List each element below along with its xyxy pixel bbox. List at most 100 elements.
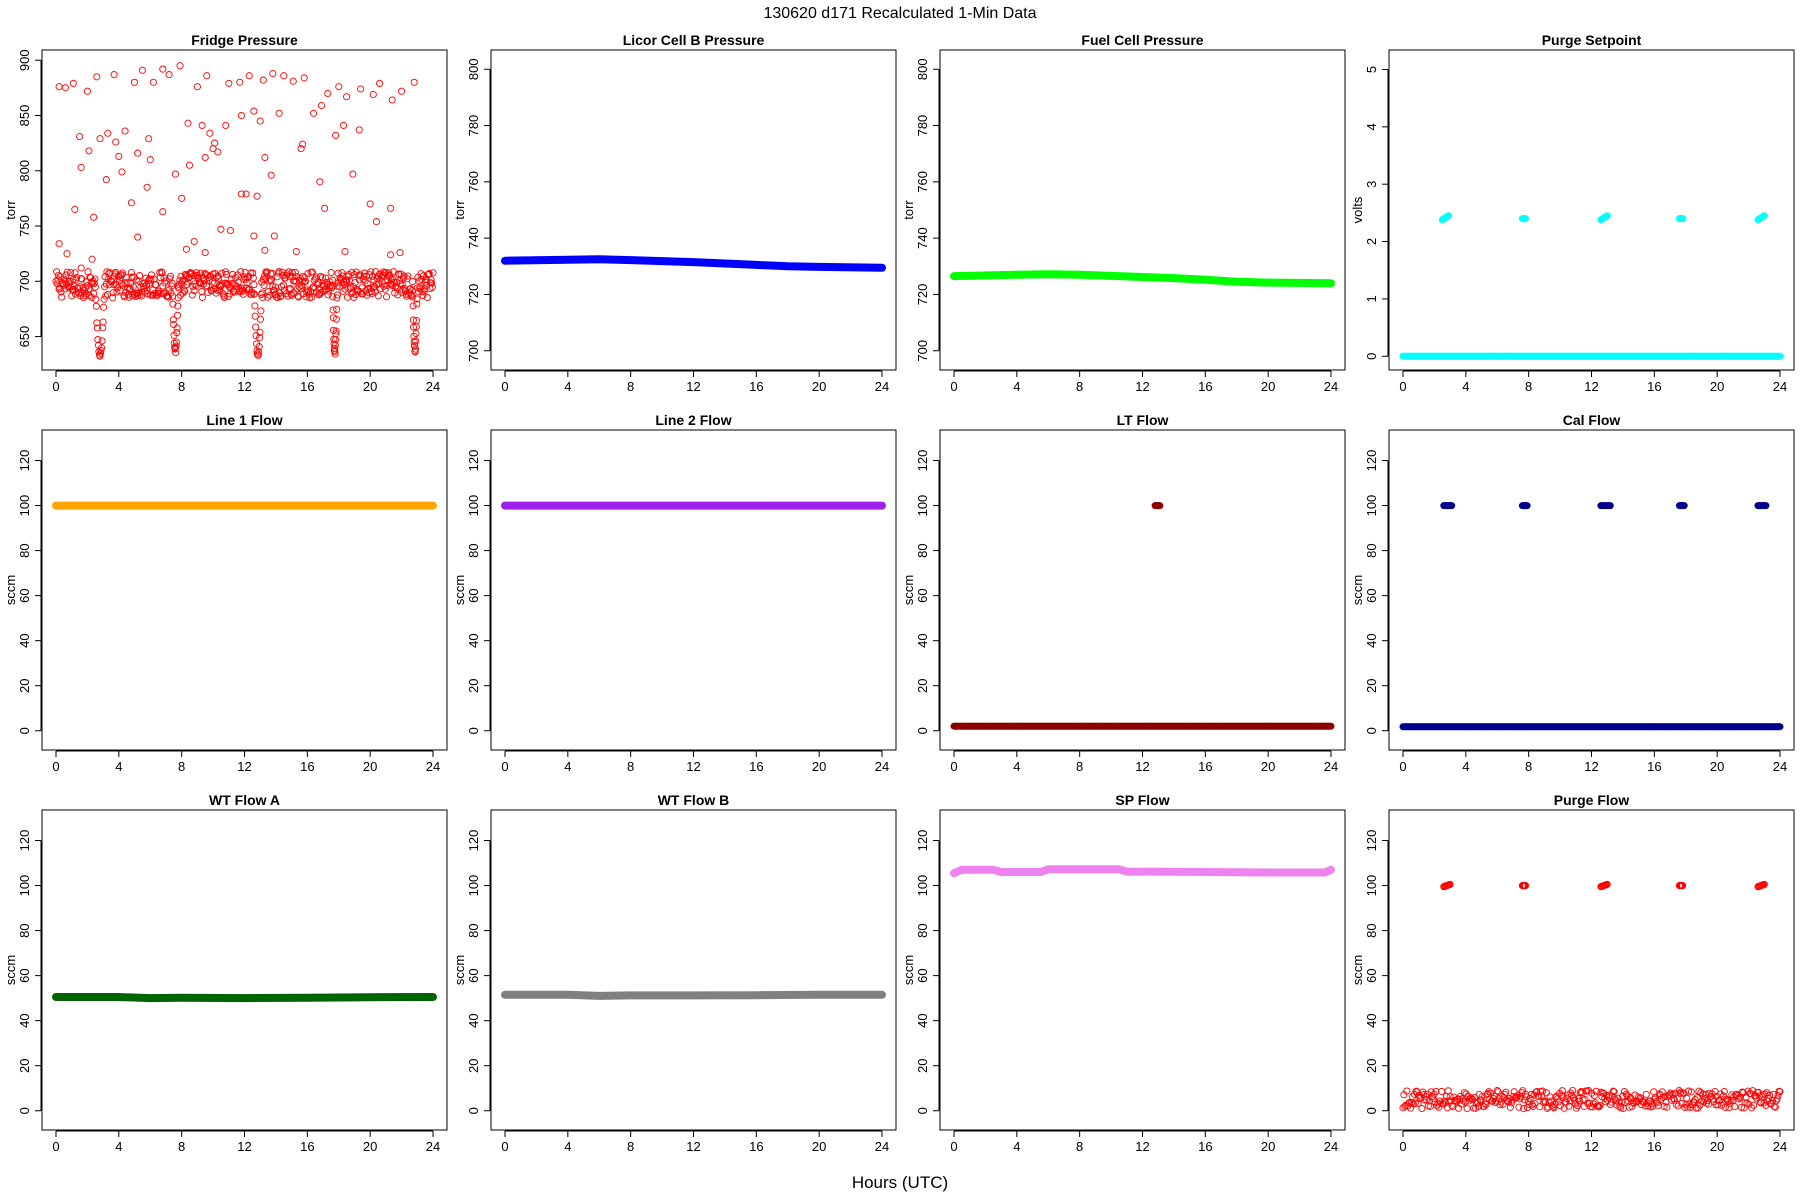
outlier-point (184, 119, 192, 127)
data-point (1533, 1087, 1541, 1096)
data-point (1769, 1090, 1777, 1099)
data-point (1750, 1101, 1758, 1109)
cluster-point (1603, 880, 1611, 888)
data-point (1642, 1090, 1650, 1098)
data-point (1614, 1094, 1622, 1102)
outlier-point (190, 237, 198, 246)
data-point (282, 271, 290, 279)
data-point (418, 276, 426, 284)
data-point (76, 283, 84, 291)
figure-title: 130620 d171 Recalculated 1-Min Data (763, 5, 1036, 22)
x-tick-label: 24 (1324, 1139, 1338, 1154)
data-point (58, 293, 66, 301)
panel-title: Fridge Pressure (191, 32, 298, 48)
data-point (1774, 1091, 1782, 1099)
y-tick-label: 760 (466, 171, 481, 193)
x-tick-label: 4 (564, 379, 571, 394)
data-point (88, 293, 96, 301)
data-point (294, 293, 303, 301)
outlier-point (317, 101, 326, 110)
dip-point (255, 343, 263, 351)
dip-point (100, 303, 108, 311)
dip-point (411, 345, 420, 353)
y-tick-label: 800 (466, 58, 481, 80)
outlier-point (410, 78, 418, 86)
x-tick-label: 12 (237, 759, 251, 774)
dip-point (333, 294, 341, 302)
dip-point (99, 318, 107, 326)
panel-title: WT Flow B (658, 792, 730, 808)
outlier-point (321, 204, 329, 212)
outlier-point (275, 109, 283, 117)
data-point (1691, 1096, 1699, 1104)
y-tick-label: 700 (915, 340, 930, 362)
y-tick-label: 40 (915, 633, 930, 647)
data-point (324, 291, 332, 299)
x-tick-label: 24 (1773, 759, 1787, 774)
data-point (91, 275, 99, 283)
data-point (283, 270, 291, 278)
data-point (404, 272, 412, 280)
data-point (1565, 1102, 1573, 1110)
data-point (1502, 1088, 1510, 1096)
outlier-point (369, 90, 377, 99)
data-point (1506, 1103, 1514, 1111)
data-point (158, 268, 166, 276)
panel-wt-flow-a: WT Flow A sccm 0 4 8 12 16 20 24 0 20 40 60 80 100 120 (3, 792, 448, 1154)
x-tick-label: 4 (1013, 1139, 1020, 1154)
outlier-point (127, 199, 135, 207)
data-point (1687, 1088, 1695, 1096)
dip-point (412, 329, 420, 338)
data-point (322, 274, 330, 282)
x-tick-label: 8 (1076, 1139, 1083, 1154)
x-tick-label: 4 (564, 759, 571, 774)
data-point (276, 293, 284, 301)
data-point (1619, 1092, 1627, 1100)
data-point (1463, 1104, 1471, 1113)
x-tick-label: 0 (950, 379, 957, 394)
outlier-point (217, 225, 225, 233)
data-point (423, 293, 431, 302)
x-tick-label: 4 (1013, 379, 1020, 394)
x-tick-label: 12 (1584, 379, 1598, 394)
plot-area (950, 865, 1335, 878)
data-point (304, 270, 312, 278)
dip-point (332, 327, 340, 335)
outlier-point (270, 232, 278, 240)
cluster-point (1679, 882, 1687, 890)
data-point (1626, 1093, 1634, 1101)
y-tick-label: 40 (1364, 633, 1379, 647)
y-tick-label: 120 (1364, 830, 1379, 852)
outlier-point (85, 147, 93, 155)
data-point (1660, 1102, 1668, 1110)
outlier-point (182, 245, 190, 253)
data-point (71, 269, 79, 277)
outlier-point (171, 170, 179, 178)
data-point (1760, 1099, 1768, 1107)
outlier-point (259, 76, 267, 84)
dip-point (253, 347, 261, 355)
y-tick-label: 740 (915, 227, 930, 249)
data-point (1411, 1099, 1419, 1107)
outlier-point (292, 247, 300, 256)
data-point (333, 291, 342, 299)
x-tick-label: 24 (875, 1139, 889, 1154)
outlier-point (104, 129, 112, 137)
outlier-point (396, 249, 404, 257)
data-point (1452, 1097, 1460, 1105)
dip-point (332, 315, 340, 323)
outlier-point (300, 74, 308, 82)
x-tick-label: 12 (686, 1139, 700, 1154)
y-axis-label: sccm (1350, 575, 1365, 605)
outlier-point (159, 208, 167, 216)
dip-point (250, 281, 258, 289)
data-point (1731, 1103, 1739, 1111)
dip-point (409, 293, 417, 301)
panel-purge-flow: Purge Flow sccm 0 4 8 12 16 20 24 0 20 40 60 80 100 120 (1350, 792, 1795, 1154)
outlier-point (83, 87, 91, 95)
y-tick-label: 100 (466, 875, 481, 897)
plot-frame (41, 809, 448, 1131)
data-point (398, 281, 406, 289)
x-tick-label: 0 (501, 759, 508, 774)
